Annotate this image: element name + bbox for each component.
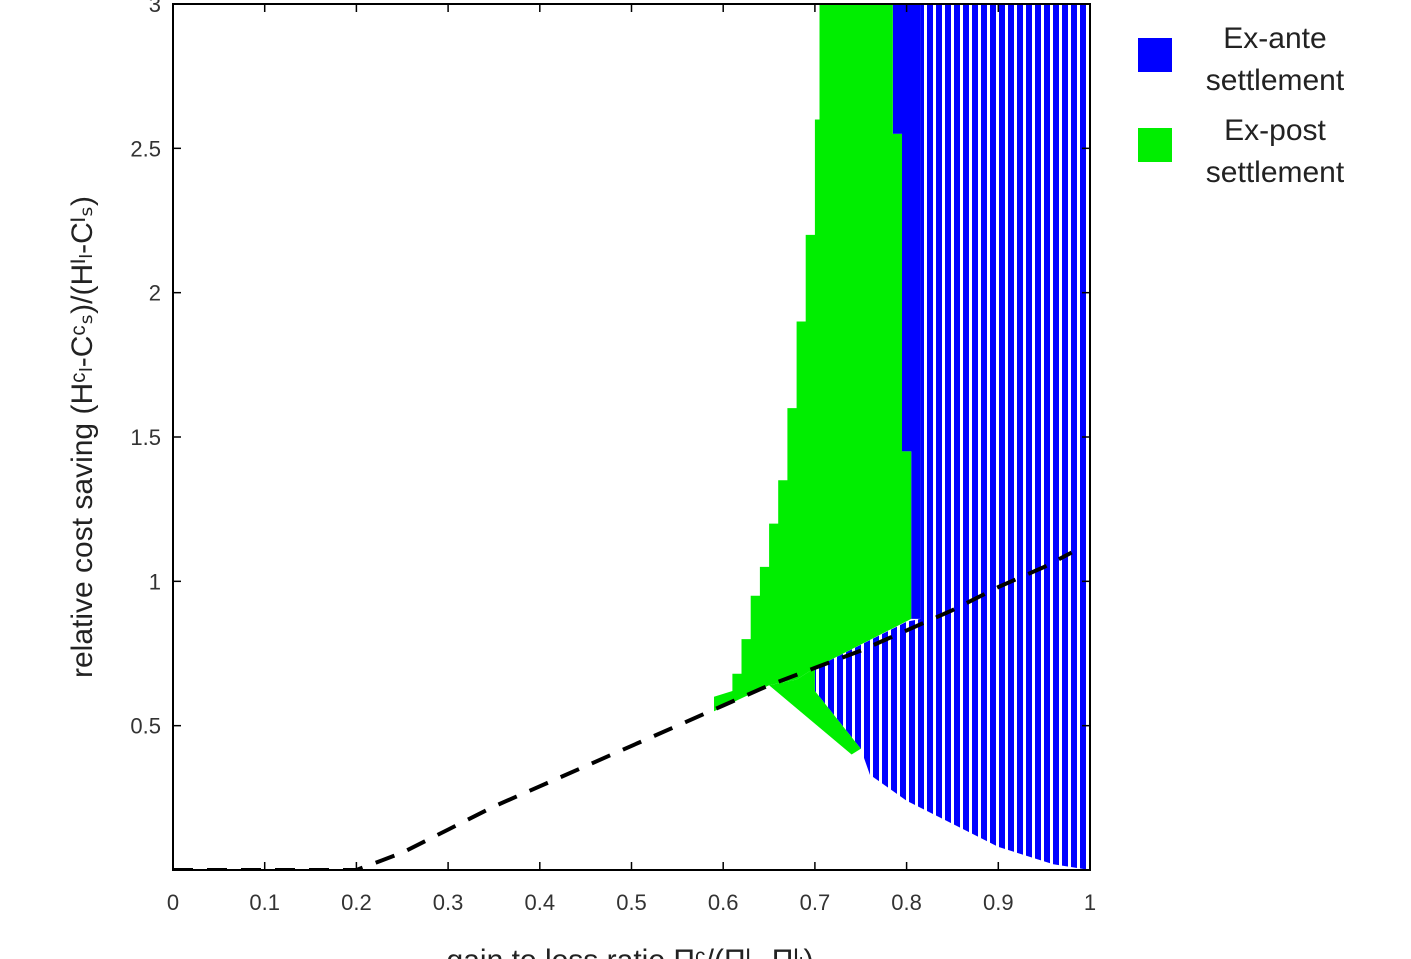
y-axis-label: relative cost saving (Hᶜₗ-Cᶜₛ)/(Hᴵₗ-Cᴵₛ) [66, 196, 99, 678]
x-tick-label: 0 [167, 890, 179, 915]
legend-swatch-ex-ante [1138, 38, 1172, 72]
x-axis-ticks: 0 0.1 0.2 0.3 0.4 0.5 0.6 0.7 0.8 0.9 1 [167, 4, 1096, 915]
x-tick-label: 0.6 [708, 890, 739, 915]
legend-label-ex-post-line2: settlement [1206, 156, 1345, 189]
legend: Ex-ante settlement Ex-post settlement [1138, 22, 1345, 189]
y-tick-label: 0.5 [130, 714, 161, 739]
x-tick-label: 1 [1084, 890, 1096, 915]
region-series-2 [714, 4, 912, 712]
x-tick-label: 0.2 [341, 890, 372, 915]
y-tick-label: 1 [149, 569, 161, 594]
x-tick-label: 0.3 [433, 890, 464, 915]
legend-label-ex-ante-line2: settlement [1206, 64, 1345, 97]
y-axis-ticks: 0.5 1 1.5 2 2.5 3 [130, 0, 1090, 739]
x-tick-label: 0.1 [249, 890, 280, 915]
x-axis-label: gain to loss ratio Πᶜ/(Πᴵₛ-Πᴵₗ) [447, 944, 814, 959]
x-tick-label: 0.8 [891, 890, 922, 915]
legend-label-ex-post-line1: Ex-post [1224, 114, 1326, 147]
y-tick-label: 2 [149, 281, 161, 306]
y-tick-label: 3 [149, 0, 161, 17]
region-series-0 [892, 4, 921, 619]
legend-label-ex-ante-line1: Ex-ante [1223, 22, 1326, 55]
legend-swatch-ex-post [1138, 128, 1172, 162]
x-tick-label: 0.7 [800, 890, 831, 915]
x-tick-label: 0.9 [983, 890, 1014, 915]
boundary-dashed-line [173, 550, 1073, 870]
y-tick-label: 2.5 [130, 136, 161, 161]
boundary-line-group [173, 550, 1073, 870]
y-tick-label: 1.5 [130, 425, 161, 450]
x-tick-label: 0.5 [616, 890, 647, 915]
x-tick-label: 0.4 [525, 890, 556, 915]
region-series-3 [769, 667, 861, 755]
region-series-1 [814, 4, 1090, 870]
plot-regions [714, 4, 1090, 870]
